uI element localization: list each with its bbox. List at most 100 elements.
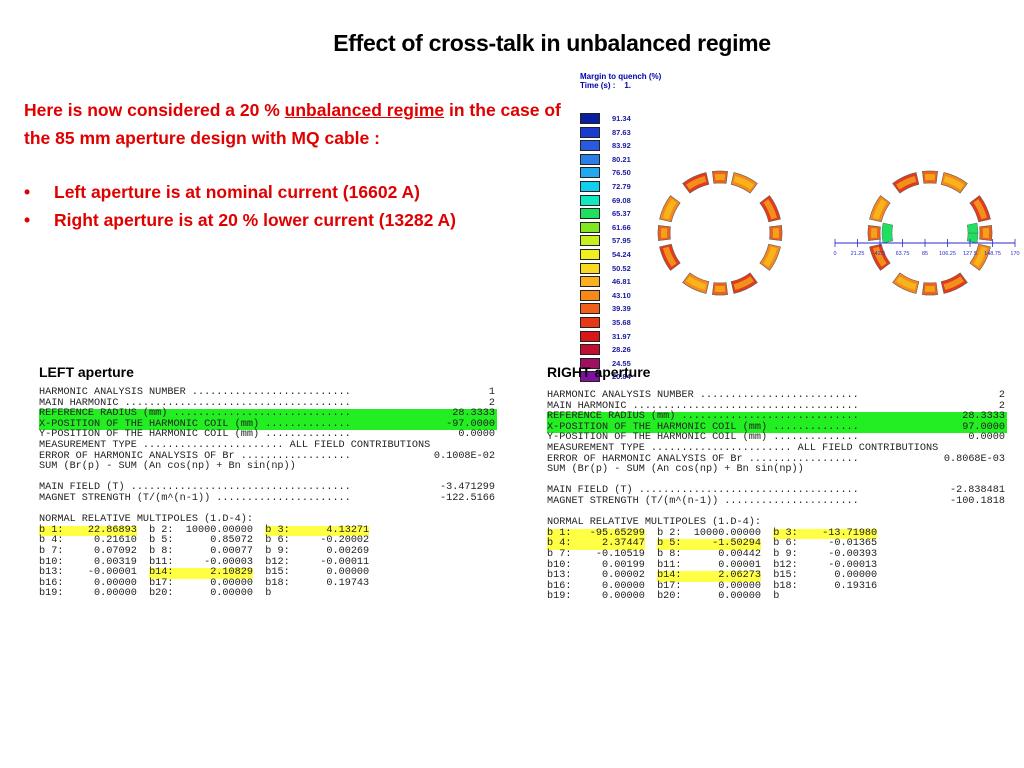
legend-value: 50.52 bbox=[612, 263, 631, 273]
legend-value: 80.21 bbox=[612, 154, 631, 164]
magnet-axis-tick-label: 21.25 bbox=[851, 251, 865, 257]
magnet-axis-tick-label: 42.5 bbox=[875, 251, 886, 257]
legend-swatch bbox=[580, 317, 600, 328]
legend-row: 35.68 bbox=[580, 317, 631, 328]
multipole-cell: b14: 2.10829 bbox=[149, 567, 253, 579]
output-line: MAIN HARMONIC ..........................… bbox=[39, 397, 497, 410]
output-line-value: 28.3333 bbox=[452, 408, 495, 420]
legend-row: 50.52 bbox=[580, 262, 631, 274]
legend-value: 65.37 bbox=[612, 209, 631, 219]
output-line-value: 0.0000 bbox=[968, 432, 1005, 444]
multipole-row: b13: -0.00001 b14: 2.10829 b15: 0.00000 bbox=[39, 567, 497, 579]
legend-swatch bbox=[580, 276, 600, 288]
coil-block-inner bbox=[733, 176, 754, 190]
output-line-value: 2 bbox=[488, 397, 495, 409]
multipole-row: b 1: 22.86893 b 2: 10000.00000 b 3: 4.13… bbox=[39, 524, 497, 537]
output-line: REFERENCE RADIUS (mm) ..................… bbox=[547, 411, 1007, 423]
output-line: MEASUREMENT TYPE .......................… bbox=[39, 439, 497, 452]
multipole-cell: b 3: 4.13271 bbox=[265, 524, 370, 537]
output-line-value: 2 bbox=[998, 400, 1005, 412]
output-line: MAIN HARMONIC ..........................… bbox=[547, 400, 1007, 413]
legend-swatch bbox=[580, 181, 600, 192]
output-line-key: ERROR OF HARMONIC ANALYSIS OF Br .......… bbox=[547, 453, 859, 465]
multipole-cell: b13: 0.00002 bbox=[547, 570, 645, 582]
output-line: NORMAL RELATIVE MULTIPOLES (1.D-4): bbox=[547, 517, 1007, 529]
multipole-cell: b12: -0.00013 bbox=[773, 559, 878, 571]
coil-block-inner bbox=[924, 174, 936, 181]
legend-value: 31.97 bbox=[612, 331, 631, 341]
left-aperture-label: LEFT aperture bbox=[39, 364, 134, 380]
multipole-cell: b bbox=[265, 588, 272, 600]
output-line-key: MAGNET STRENGTH (T/(m^(n-1)) ...........… bbox=[39, 492, 351, 504]
legend-value: 39.39 bbox=[612, 304, 631, 314]
multipole-cell: b19: 0.00000 bbox=[547, 591, 645, 603]
multipole-cell: b18: 0.19316 bbox=[773, 580, 878, 592]
legend-value: 20.84 bbox=[612, 372, 631, 382]
multipole-row: b10: 0.00319 b11: -0.00003 b12: -0.00011 bbox=[39, 556, 497, 569]
legend-swatch bbox=[580, 140, 600, 152]
coil-block-inner bbox=[686, 176, 707, 190]
legend-swatch bbox=[580, 194, 600, 206]
multipole-cell: b 9: 0.00269 bbox=[265, 545, 370, 557]
legend-row: 20.84 bbox=[580, 371, 631, 383]
output-line: HARMONIC ANALYSIS NUMBER ...............… bbox=[547, 390, 1007, 402]
multipole-cell: b15: 0.00000 bbox=[773, 570, 878, 582]
legend-row: 24.55 bbox=[580, 357, 631, 369]
legend-row: 43.10 bbox=[580, 289, 631, 301]
legend-title: Margin to quench (%) bbox=[580, 72, 662, 81]
left-harmonic-output: HARMONIC ANALYSIS NUMBER ...............… bbox=[39, 387, 497, 600]
output-line: HARMONIC ANALYSIS NUMBER ...............… bbox=[39, 387, 497, 399]
legend-time: Time (s) : 1. bbox=[580, 81, 700, 90]
output-line-key: MEASUREMENT TYPE .......................… bbox=[39, 439, 431, 451]
legend-row: 69.08 bbox=[580, 194, 631, 206]
multipole-row: b19: 0.00000 b20: 0.00000 b bbox=[547, 592, 1007, 603]
output-line-value: -122.5166 bbox=[439, 492, 495, 504]
legend-value: 24.55 bbox=[612, 358, 631, 368]
coil-block-inner bbox=[896, 176, 917, 190]
legend-value: 43.10 bbox=[612, 290, 631, 300]
multipole-cell: b 2: 10000.00000 bbox=[149, 524, 253, 536]
output-line-key: NORMAL RELATIVE MULTIPOLES (1.D-4): bbox=[39, 514, 253, 526]
output-line-value: -97.0000 bbox=[446, 418, 495, 430]
right-aperture-label: RIGHT aperture bbox=[547, 364, 651, 380]
magnet-axis-tick-label: 127.5 bbox=[963, 251, 977, 257]
legend-time-label: Time (s) : bbox=[580, 81, 616, 90]
multipole-cell: b 5: -1.50294 bbox=[657, 538, 761, 550]
multipole-cell: b 6: -0.20002 bbox=[265, 535, 370, 547]
output-line-value: 0.8068E-03 bbox=[943, 453, 1005, 465]
magnet-axis-tick-label: 63.75 bbox=[896, 251, 910, 257]
coil-block-inner bbox=[663, 199, 677, 220]
legend-swatch bbox=[580, 357, 600, 369]
coil-block-inner bbox=[661, 227, 668, 239]
legend-swatch bbox=[580, 235, 600, 247]
output-line: SUM (Br(p) - SUM (An cos(np) + Bn sin(np… bbox=[39, 461, 497, 473]
bullet-item: • Right aperture is at 20 % lower current… bbox=[24, 206, 564, 234]
legend-swatch bbox=[580, 208, 600, 220]
legend-swatch bbox=[580, 371, 600, 383]
intro-text-pre: Here is now considered a 20 % bbox=[24, 100, 285, 120]
legend-value: 69.08 bbox=[612, 195, 631, 205]
legend-value: 72.79 bbox=[612, 182, 631, 191]
coil-block-inner bbox=[924, 285, 936, 292]
output-line-key: ERROR OF HARMONIC ANALYSIS OF Br .......… bbox=[39, 450, 351, 462]
multipole-row: b13: 0.00002 b14: 2.06273 b15: 0.00000 bbox=[547, 570, 1007, 582]
bullet-text: Right aperture is at 20 % lower current … bbox=[54, 210, 456, 230]
output-line-key: REFERENCE RADIUS (mm) ..................… bbox=[547, 411, 859, 423]
legend-swatch bbox=[580, 262, 600, 274]
output-line-key: Y-POSITION OF THE HARMONIC COIL (mm) ...… bbox=[547, 432, 859, 444]
output-line: Y-POSITION OF THE HARMONIC COIL (mm) ...… bbox=[39, 430, 497, 441]
legend-value: 46.81 bbox=[612, 277, 631, 287]
bullet-dot: • bbox=[24, 182, 31, 202]
multipole-row: b 4: 2.37447 b 5: -1.50294 b 6: -0.01365 bbox=[547, 539, 1007, 550]
multipole-cell: b12: -0.00011 bbox=[265, 556, 370, 568]
coil-block-inner bbox=[663, 246, 677, 267]
output-line-key: SUM (Br(p) - SUM (An cos(np) + Bn sin(np… bbox=[547, 464, 804, 476]
multipole-cell: b13: -0.00001 bbox=[39, 567, 137, 579]
slide-title: Effect of cross-talk in unbalanced regim… bbox=[333, 30, 771, 56]
legend-row: 57.95 bbox=[580, 235, 631, 247]
multipole-cell: b20: 0.00000 bbox=[657, 591, 761, 603]
legend-row: 72.79 bbox=[580, 181, 631, 192]
multipole-row: b19: 0.00000 b20: 0.00000 b bbox=[39, 589, 497, 600]
multipole-cell: b 9: -0.00393 bbox=[773, 548, 878, 560]
multipole-cell: b 4: 2.37447 bbox=[547, 538, 645, 550]
